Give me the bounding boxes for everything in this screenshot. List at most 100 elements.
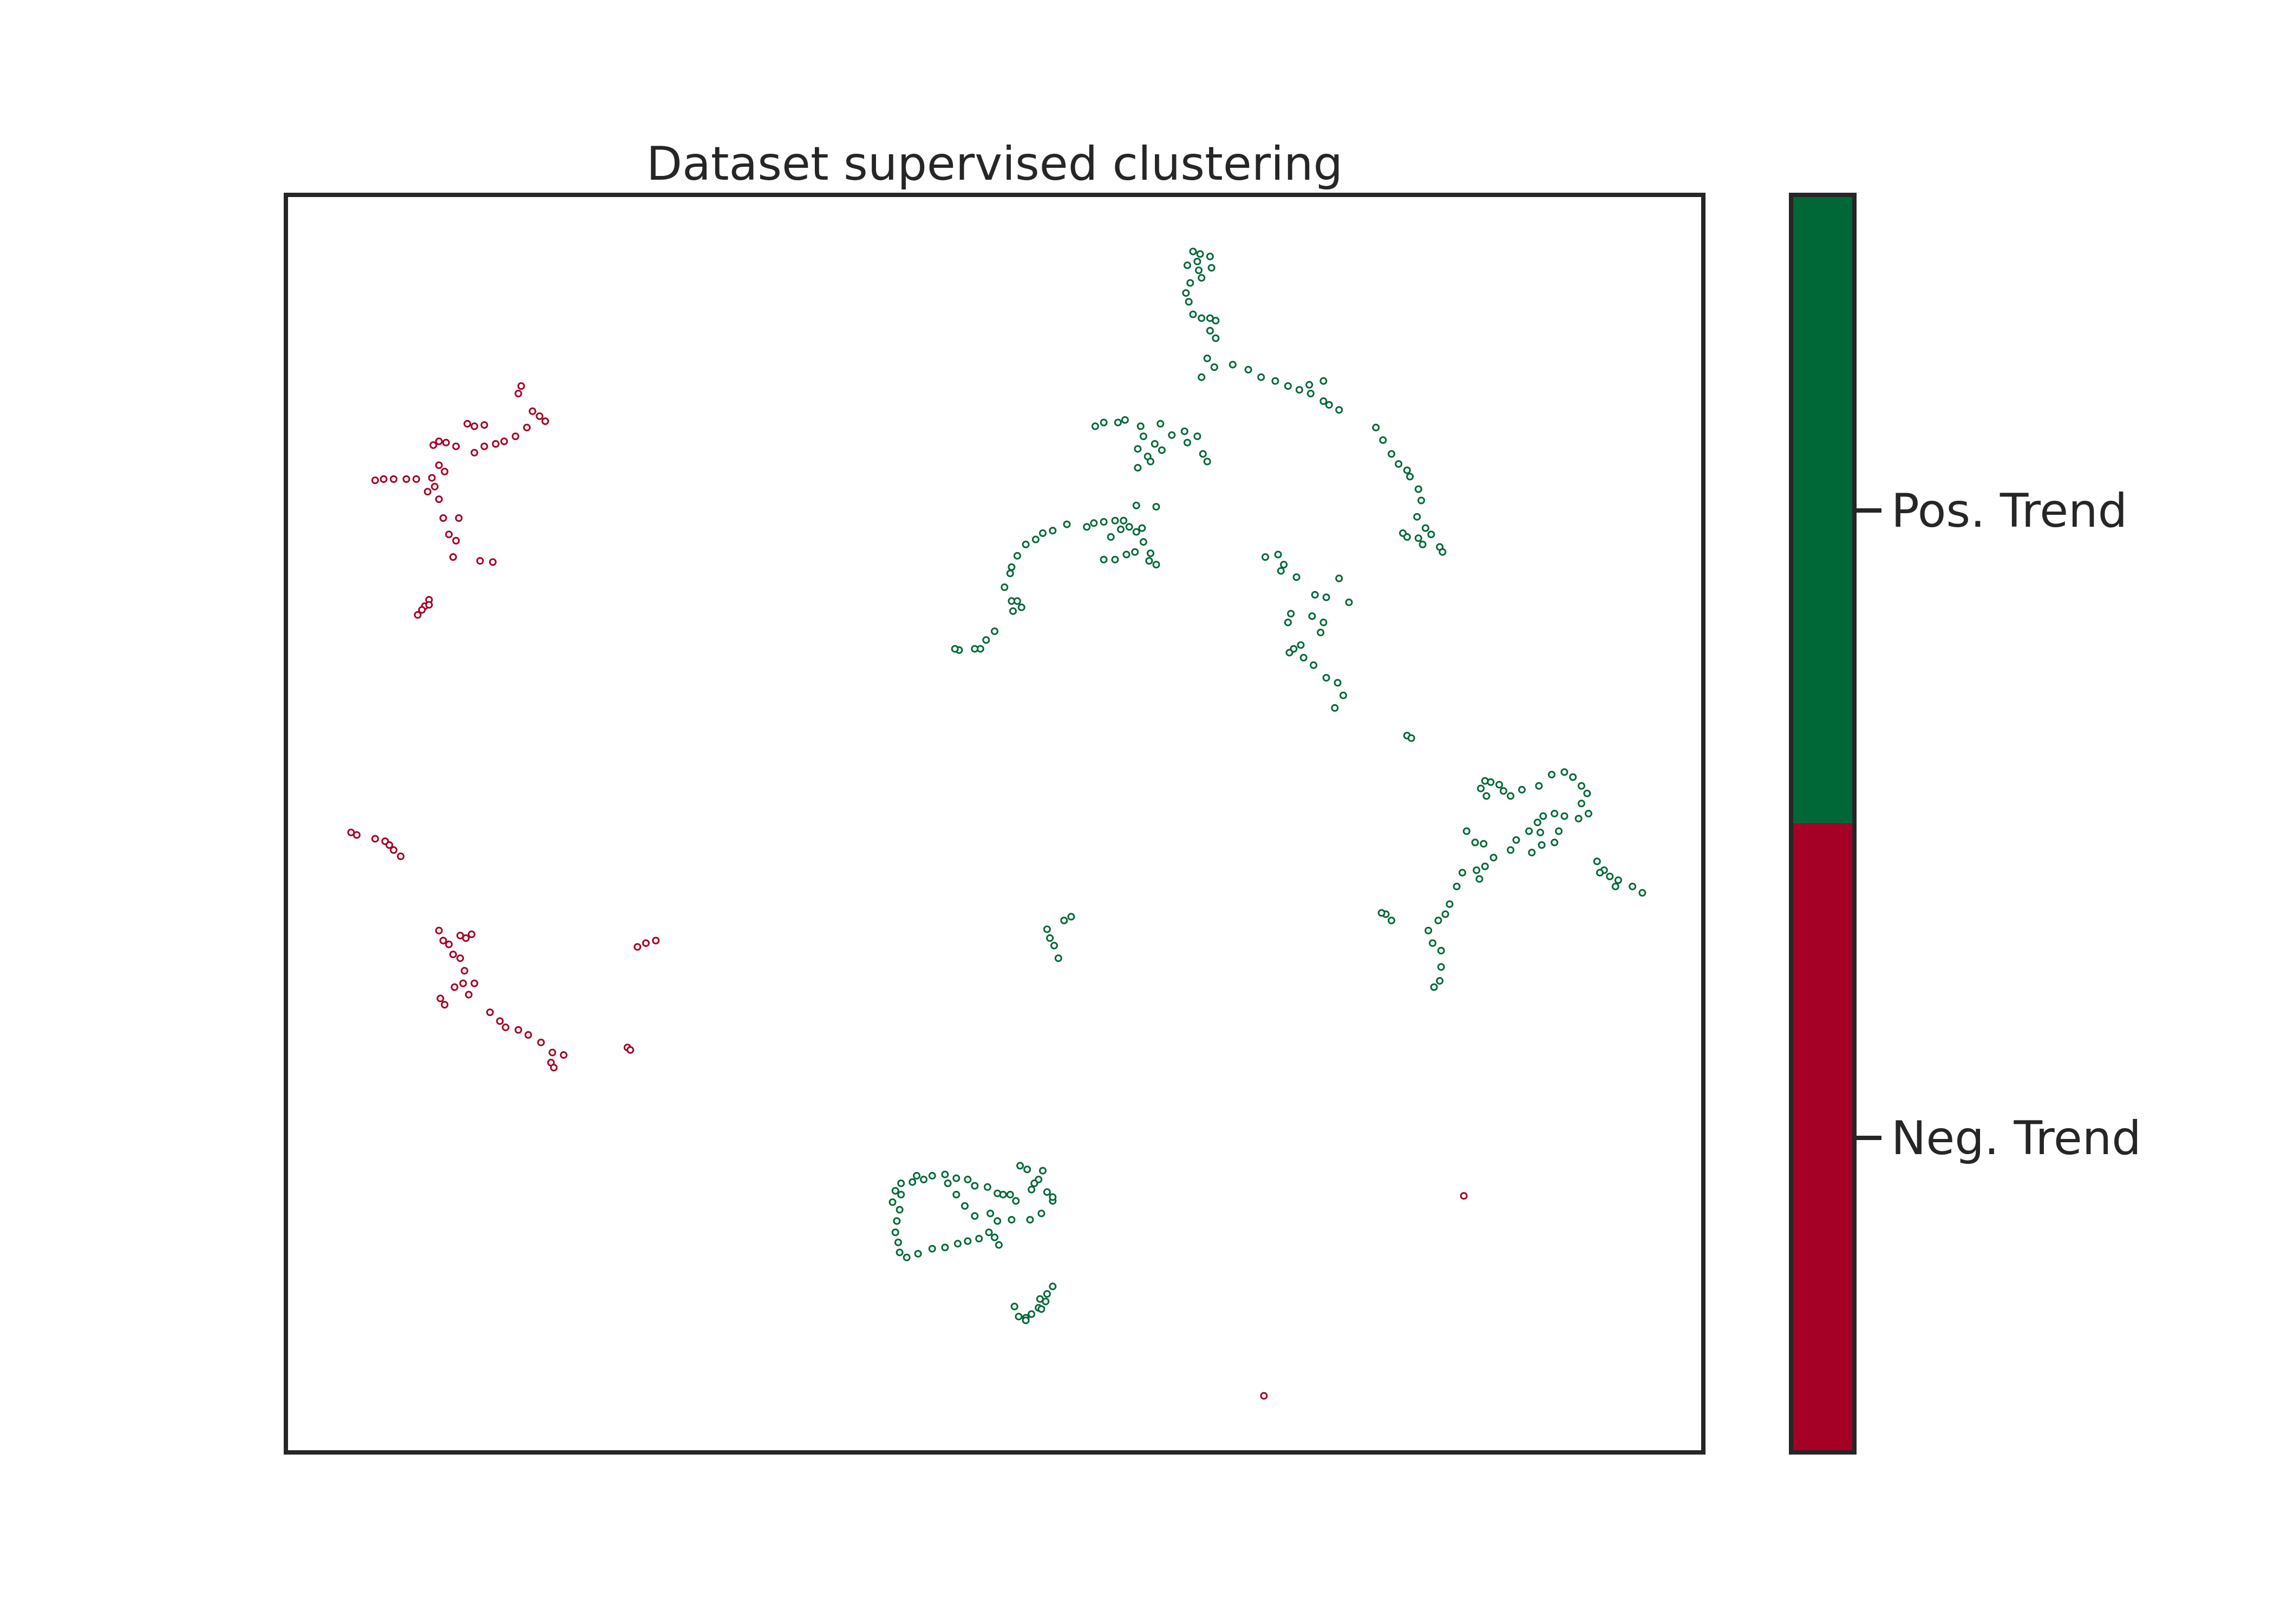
scatter-point (1495, 781, 1503, 789)
scatter-point (462, 934, 470, 942)
scatter-point (1319, 618, 1328, 626)
scatter-point (1533, 818, 1541, 827)
scatter-point (983, 1183, 991, 1191)
scatter-point (1257, 373, 1265, 381)
scatter-point (1152, 561, 1160, 568)
scatter-point (1184, 261, 1191, 270)
scatter-point (1518, 785, 1526, 794)
scatter-point (1388, 450, 1395, 458)
scatter-point (642, 939, 650, 947)
scatter-point (1037, 1305, 1045, 1313)
scatter-point (1012, 1197, 1020, 1205)
scatter-point (971, 1182, 979, 1190)
scatter-point (371, 476, 379, 484)
scatter-point (1311, 591, 1319, 599)
scatter-point (471, 449, 479, 457)
scatter-point (1437, 963, 1445, 971)
scatter-point (1050, 941, 1058, 949)
scatter-point (1441, 910, 1449, 918)
scatter-point (1325, 401, 1333, 409)
scatter-point (397, 852, 405, 860)
scatter-point (501, 1023, 509, 1031)
scatter-point (1560, 812, 1569, 820)
scatter-point (1555, 827, 1563, 835)
scatter-point (1460, 1192, 1468, 1200)
scatter-point (1013, 552, 1021, 560)
scatter-point (1206, 326, 1214, 335)
colorbar-frame (1789, 193, 1857, 1455)
scatter-point (1528, 848, 1536, 856)
scatter-point (1419, 540, 1427, 548)
scatter-point (435, 437, 443, 446)
scatter-point (1138, 524, 1146, 532)
scatter-point (1010, 1302, 1018, 1311)
scatter-point (1203, 355, 1211, 362)
scatter-point (1152, 503, 1160, 511)
scatter-point (909, 1178, 917, 1186)
scatter-point (1614, 876, 1622, 884)
scatter-point (450, 983, 459, 991)
scatter-point (489, 558, 497, 566)
scatter-points (347, 247, 1646, 1400)
series-pos-trend (888, 247, 1646, 1325)
scatter-point (435, 927, 443, 934)
scatter-point (1638, 889, 1646, 897)
scatter-point (1413, 513, 1421, 521)
scatter-point (1611, 882, 1619, 890)
scatter-point (1039, 1167, 1047, 1175)
scatter-point (514, 1026, 522, 1034)
scatter-point (1090, 519, 1098, 527)
scatter-point (953, 1240, 962, 1248)
scatter-point (1030, 1179, 1038, 1187)
scatter-point (492, 440, 500, 448)
scatter-point (1262, 553, 1269, 561)
scatter-point (390, 475, 397, 483)
scatter-point (1043, 925, 1051, 933)
scatter-point (429, 441, 437, 449)
scatter-point (1551, 839, 1559, 847)
scatter-point (971, 645, 979, 653)
scatter-point (1182, 289, 1190, 297)
scatter-point (1195, 266, 1203, 274)
scatter-point (1417, 496, 1425, 505)
scatter-point (893, 1217, 901, 1225)
scatter-point (1395, 460, 1403, 468)
scatter-point (1525, 827, 1533, 835)
scatter-point (441, 468, 449, 476)
scatter-point (652, 937, 660, 945)
scatter-point (1471, 839, 1479, 847)
scatter-point (1481, 862, 1489, 870)
scatter-point (903, 1253, 911, 1261)
scatter-point (1210, 363, 1218, 371)
scatter-point (1132, 528, 1140, 536)
scatter-point (1046, 934, 1054, 942)
scatter-point (1131, 548, 1139, 556)
scatter-point (928, 1245, 936, 1253)
scatter-point (991, 627, 998, 636)
scatter-point (414, 611, 422, 619)
scatter-point (952, 1190, 960, 1199)
scatter-point (1436, 977, 1444, 985)
scatter-point (985, 1228, 993, 1236)
scatter-point (944, 1179, 952, 1187)
scatter-point (1036, 1295, 1044, 1303)
scatter-point (441, 1001, 449, 1009)
scatter-point (888, 1198, 897, 1206)
scatter-point (1147, 457, 1154, 466)
scatter-point (1434, 916, 1442, 925)
scatter-point (1151, 440, 1159, 448)
scatter-point (456, 954, 464, 962)
scatter-point (894, 1239, 902, 1247)
chart-title: Dataset supervised clustering (646, 137, 1343, 191)
scatter-point (1189, 310, 1197, 318)
scatter-point (1280, 561, 1288, 568)
scatter-point (1049, 527, 1057, 535)
scatter-point (1462, 827, 1471, 835)
scatter-point (452, 442, 460, 450)
scatter-point (385, 841, 394, 849)
scatter-point (550, 1064, 558, 1072)
scatter-point (1111, 555, 1119, 564)
scatter-point (390, 846, 397, 854)
scatter-point (476, 557, 484, 565)
scatter-point (1584, 809, 1592, 817)
